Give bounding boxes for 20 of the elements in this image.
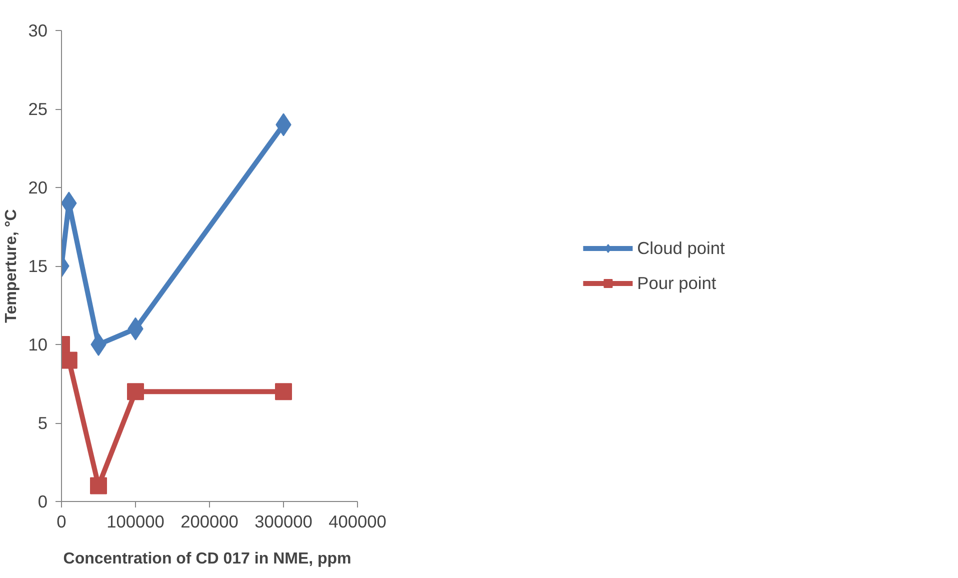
point bbox=[90, 477, 107, 494]
y-tick-label: 0 bbox=[38, 492, 48, 512]
point bbox=[275, 383, 292, 400]
x-tick-label: 300000 bbox=[254, 512, 312, 532]
point bbox=[62, 352, 78, 369]
y-tick-label: 25 bbox=[28, 99, 48, 119]
point bbox=[127, 383, 144, 400]
y-tick-label: 15 bbox=[28, 256, 48, 276]
y-tick-label: 5 bbox=[38, 413, 48, 433]
legend-label: Pour point bbox=[637, 272, 716, 294]
x-tick-label: 400000 bbox=[328, 512, 386, 532]
legend-label: Cloud point bbox=[637, 238, 725, 258]
y-tick-label: 30 bbox=[28, 20, 48, 40]
y-axis-title: Temperture, °C bbox=[3, 208, 20, 323]
x-tick-label: 100000 bbox=[106, 512, 164, 532]
x-tick-label: 0 bbox=[56, 512, 66, 532]
y-tick-label: 10 bbox=[28, 334, 48, 354]
x-axis-title: Concentration of CD 017 in NME, ppm bbox=[63, 550, 352, 568]
y-tick-label: 20 bbox=[28, 178, 48, 198]
x-tick-label: 200000 bbox=[180, 512, 238, 532]
